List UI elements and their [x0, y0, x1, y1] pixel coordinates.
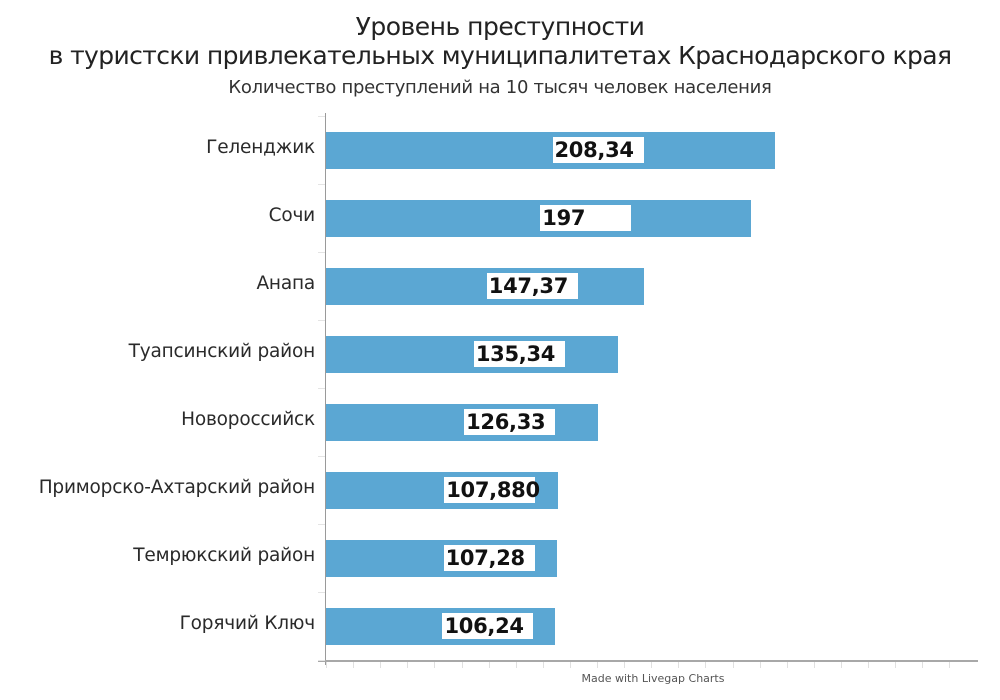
value-label: 135,34 — [475, 342, 556, 366]
x-axis-tick — [651, 662, 652, 668]
x-axis-tick — [922, 662, 923, 668]
x-axis-tick — [895, 662, 896, 668]
value-label: 106,24 — [444, 614, 524, 638]
value-label: 126,33 — [466, 410, 546, 434]
category-label: Геленджик — [206, 137, 315, 158]
y-axis-tick — [318, 320, 325, 321]
bar[interactable] — [326, 199, 751, 237]
bar[interactable] — [326, 335, 618, 373]
value-label-box: 197 — [540, 205, 632, 231]
y-axis-tick — [318, 456, 325, 457]
bar[interactable] — [326, 403, 599, 441]
value-label: 197 — [542, 206, 586, 230]
x-axis-tick — [353, 662, 354, 668]
x-axis-tick — [407, 662, 408, 668]
y-axis-tick — [318, 388, 325, 389]
y-axis-tick — [318, 116, 325, 117]
value-label-box: 135,34 — [473, 341, 565, 367]
x-axis-tick — [733, 662, 734, 668]
x-axis-tick — [326, 662, 327, 668]
chart-title-line-2: в туристски привлекательных муниципалите… — [48, 41, 952, 70]
x-axis-tick — [597, 662, 598, 668]
x-axis-tick — [841, 662, 842, 668]
category-label: Сочи — [268, 205, 316, 226]
y-axis-tick — [318, 252, 325, 253]
x-axis-tick — [380, 662, 381, 668]
value-label-box: 107,28 — [443, 545, 535, 571]
x-axis-tick — [678, 662, 679, 668]
value-label-box: 126,33 — [464, 409, 556, 435]
value-label: 147,37 — [488, 274, 569, 298]
x-axis-tick — [516, 662, 517, 668]
x-axis — [318, 660, 978, 662]
value-label-box: 106,24 — [442, 613, 534, 639]
x-axis-tick — [787, 662, 788, 668]
chart-subtitle: Количество преступлений на 10 тысяч чело… — [228, 77, 772, 98]
value-label-box: 208,34 — [552, 137, 644, 163]
category-label: Туапсинский район — [128, 341, 316, 362]
value-label-box: 107,880 — [444, 477, 540, 503]
x-axis-tick — [814, 662, 815, 668]
x-axis-tick — [570, 662, 571, 668]
bar[interactable] — [326, 131, 775, 169]
credit-text: Made with Livegap Charts — [581, 672, 725, 685]
category-label: Новороссийск — [181, 409, 315, 430]
y-axis — [325, 113, 326, 665]
x-axis-tick — [949, 662, 950, 668]
value-label: 107,880 — [446, 478, 540, 502]
x-axis-tick — [705, 662, 706, 668]
y-axis-tick — [318, 184, 325, 185]
x-axis-tick — [489, 662, 490, 668]
bar[interactable] — [326, 267, 644, 305]
x-axis-tick — [462, 662, 463, 668]
x-axis-tick — [624, 662, 625, 668]
value-label: 107,28 — [445, 546, 526, 570]
y-axis-tick — [318, 592, 325, 593]
x-axis-tick — [760, 662, 761, 668]
y-axis-tick — [318, 660, 325, 661]
category-label: Темрюкский район — [133, 545, 315, 566]
category-label: Горячий Ключ — [179, 613, 316, 634]
category-label: Приморско-Ахтарский район — [38, 477, 315, 498]
value-label: 208,34 — [554, 138, 635, 162]
category-label: Анапа — [256, 273, 315, 294]
x-axis-tick — [434, 662, 435, 668]
value-label-box: 147,37 — [486, 273, 578, 299]
chart-title: Уровень преступности — [355, 12, 645, 41]
y-axis-tick — [318, 524, 325, 525]
x-axis-tick — [868, 662, 869, 668]
x-axis-tick — [543, 662, 544, 668]
